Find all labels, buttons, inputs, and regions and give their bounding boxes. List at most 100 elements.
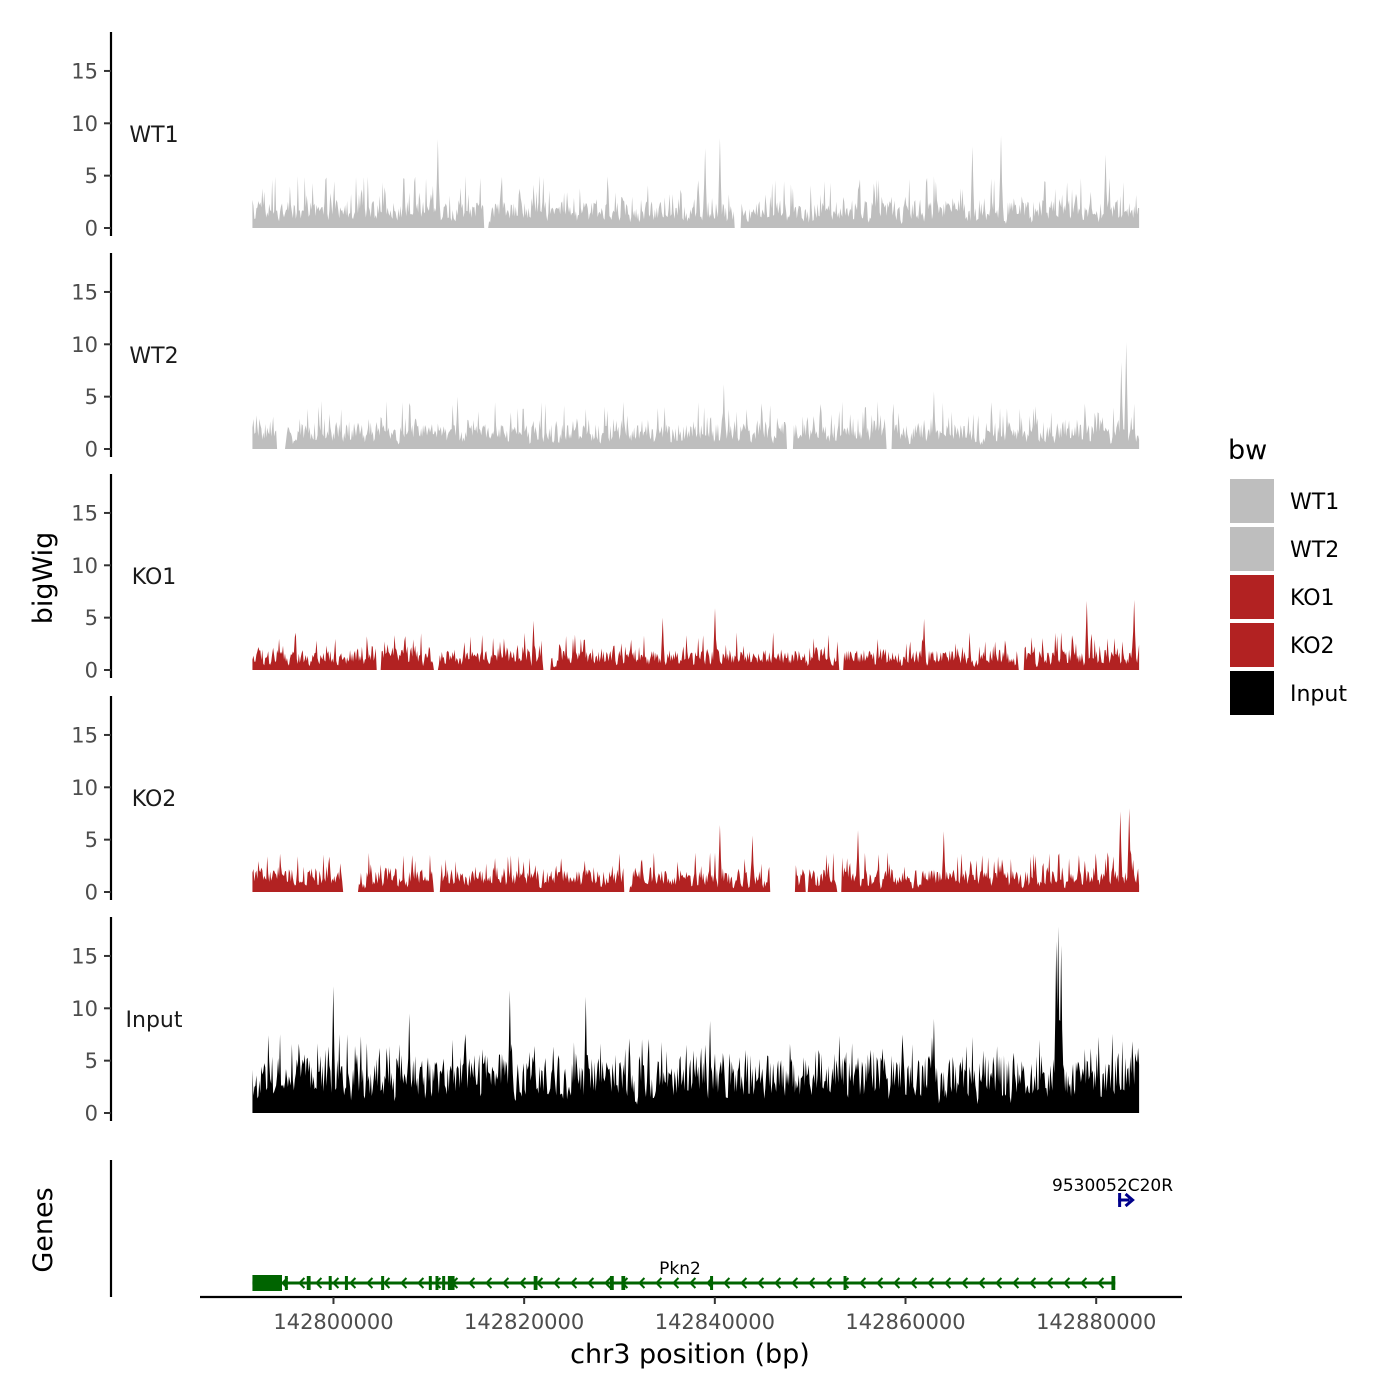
- y-tick-label: 5: [85, 385, 98, 409]
- track-label: WT1: [129, 123, 178, 148]
- strand-arrow: [1029, 1277, 1037, 1289]
- legend-label-wt2: WT2: [1290, 538, 1339, 563]
- x-tick-label: 142840000: [655, 1310, 775, 1334]
- strand-arrow: [655, 1277, 663, 1289]
- x-tick-label: 142880000: [1036, 1310, 1156, 1334]
- exon: [447, 1276, 455, 1290]
- gene-pkn2: Pkn2: [252, 1259, 1116, 1291]
- strand-arrow: [587, 1277, 595, 1289]
- y-tick-label: 15: [71, 59, 98, 83]
- x-axis-title: chr3 position (bp): [570, 1339, 810, 1370]
- strand-arrow: [672, 1277, 680, 1289]
- strand-arrow: [400, 1277, 408, 1289]
- strand-arrow: [349, 1277, 357, 1289]
- strand-arrow: [604, 1277, 612, 1289]
- strand-arrow: [740, 1277, 748, 1289]
- strand-arrow: [1080, 1277, 1088, 1289]
- exon: [1111, 1276, 1116, 1290]
- y-tick-label: 0: [85, 217, 98, 241]
- legend-label-ko2: KO2: [1290, 634, 1335, 659]
- strand-arrow: [723, 1277, 731, 1289]
- gene-9530052c20r: 9530052C20R: [1052, 1176, 1173, 1208]
- strand-arrow: [808, 1277, 816, 1289]
- legend-key-input: [1230, 671, 1274, 715]
- exon: [442, 1276, 446, 1290]
- y-tick-label: 10: [71, 333, 98, 357]
- y-tick-label: 15: [71, 501, 98, 525]
- y-tick-label: 10: [71, 997, 98, 1021]
- legend-label-wt1: WT1: [1290, 490, 1339, 515]
- strand-arrow: [910, 1277, 918, 1289]
- strand-arrow: [1012, 1277, 1020, 1289]
- legend-title: bw: [1228, 435, 1267, 466]
- legend-key-wt2: [1230, 527, 1274, 571]
- strand-arrow: [774, 1277, 782, 1289]
- exon: [428, 1276, 432, 1290]
- exon: [252, 1275, 282, 1291]
- legend-label-input: Input: [1290, 682, 1347, 707]
- strand-arrow: [791, 1277, 799, 1289]
- signal-area-ko1: [252, 599, 1140, 670]
- strand-arrow: [315, 1277, 323, 1289]
- x-tick-label: 142800000: [273, 1310, 393, 1334]
- y-axis-title: bigWig: [28, 532, 59, 625]
- legend-key-wt1: [1230, 479, 1274, 523]
- track-label: KO1: [132, 565, 177, 590]
- y-tick-label: 10: [71, 112, 98, 136]
- strand-arrow: [366, 1277, 374, 1289]
- strand-arrow: [485, 1277, 493, 1289]
- legend-key-ko2: [1230, 623, 1274, 667]
- strand-arrow: [1124, 1192, 1135, 1208]
- legend-key-ko1: [1230, 575, 1274, 619]
- y-tick-label: 0: [85, 438, 98, 462]
- exon: [533, 1276, 538, 1290]
- gene-label: 9530052C20R: [1052, 1176, 1173, 1196]
- y-tick-label: 0: [85, 659, 98, 683]
- track-label: Input: [126, 1008, 183, 1033]
- strand-arrow: [689, 1277, 697, 1289]
- signal-area-wt2: [252, 342, 1140, 449]
- exon: [284, 1276, 288, 1290]
- signal-area-wt1: [252, 135, 1140, 228]
- exon: [710, 1276, 714, 1290]
- strand-arrow: [893, 1277, 901, 1289]
- strand-arrow: [298, 1277, 306, 1289]
- y-tick-label: 10: [71, 554, 98, 578]
- strand-arrow: [842, 1277, 850, 1289]
- track-ko2: 0 5 10 15 KO2: [71, 696, 1140, 905]
- x-tick-label: 142860000: [845, 1310, 965, 1334]
- y-tick-label: 15: [71, 280, 98, 304]
- y-tick-label: 15: [71, 944, 98, 968]
- strand-arrow: [944, 1277, 952, 1289]
- strand-arrow: [502, 1277, 510, 1289]
- exon: [328, 1276, 332, 1290]
- strand-arrow: [961, 1277, 969, 1289]
- strand-arrow: [825, 1277, 833, 1289]
- y-tick-label: 15: [71, 723, 98, 747]
- y-tick-label: 5: [85, 606, 98, 630]
- track-ko1: 0 5 10 15 KO1: [71, 474, 1140, 683]
- strand-arrow: [519, 1277, 527, 1289]
- y-tick-label: 5: [85, 828, 98, 852]
- signal-area-ko2: [252, 808, 1140, 892]
- strand-arrow: [468, 1277, 476, 1289]
- strand-arrow: [570, 1277, 578, 1289]
- exon: [1118, 1193, 1122, 1207]
- y-tick-label: 5: [85, 164, 98, 188]
- exon: [843, 1276, 847, 1290]
- legend-label-ko1: KO1: [1290, 586, 1335, 611]
- legend: bw WT1 WT2 KO1 KO2 Input: [1228, 435, 1347, 715]
- strand-arrow: [1097, 1277, 1105, 1289]
- exon: [435, 1276, 439, 1290]
- strand-arrow: [927, 1277, 935, 1289]
- genes-track-title: Genes: [28, 1187, 59, 1272]
- tracks-layer: 0 5 10 15 WT1 0 5 10 15 WT2 0 5 10 15 KO1 0 5 10 15 KO2 0 5 10…: [71, 32, 1140, 1126]
- strand-arrow: [434, 1277, 442, 1289]
- x-axis: 142800000 142820000 142840000 142860000 1428…: [200, 1295, 1182, 1334]
- strand-arrow: [383, 1277, 391, 1289]
- strand-arrow: [876, 1277, 884, 1289]
- strand-arrow: [859, 1277, 867, 1289]
- track-input: 0 5 10 15 Input: [71, 917, 1140, 1126]
- strand-arrow: [1063, 1277, 1071, 1289]
